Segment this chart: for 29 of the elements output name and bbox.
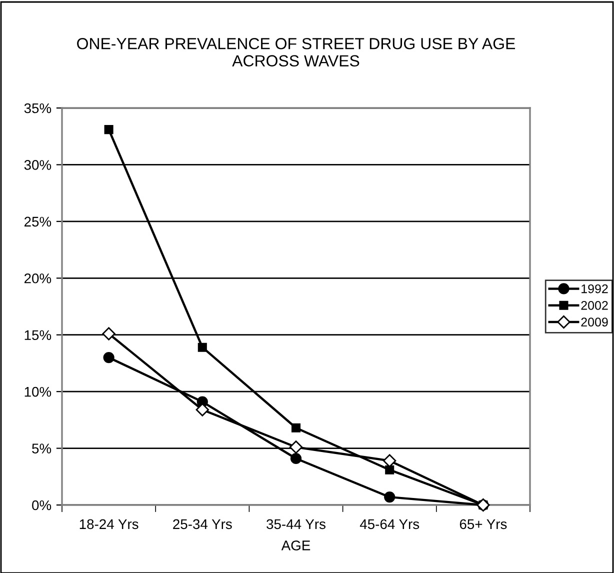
y-tick-label: 0% [32,500,52,510]
y-tick-label: 25% [24,216,52,227]
point [383,454,396,468]
point [196,403,209,416]
legend-label: 2009 [581,318,608,327]
point [290,452,302,464]
x-tick-label: 25-34 Yrs [173,519,232,530]
x-tick-label: 45-64 Yrs [360,519,420,530]
y-tick-label: 30% [24,160,52,170]
y-tick-label: 5% [32,444,52,454]
point [104,125,114,134]
y-tick-label: 35% [24,103,52,114]
point [385,465,394,474]
y-tick-label: 15% [24,330,52,340]
x-axis-title: AGE [281,540,310,550]
point [198,342,207,352]
legend-label: 1992 [582,284,608,294]
y-tick-label: 10% [24,386,52,397]
x-tick-label: 18-24 Yrs [80,519,138,530]
legend-label: 2002 [581,301,608,310]
y-tick-label: 20% [24,273,52,284]
point [103,352,114,364]
point [384,492,396,503]
chart-title: ONE-YEAR PREVALENCE OF STREET DRUG USE BY AGE ACROSS WAVES [77,38,515,66]
point [291,423,301,432]
x-tick-label: 35-44 Yrs [266,519,326,530]
point [102,327,116,340]
point [289,440,303,454]
x-tick-label: 65+ Yrs [460,519,507,530]
